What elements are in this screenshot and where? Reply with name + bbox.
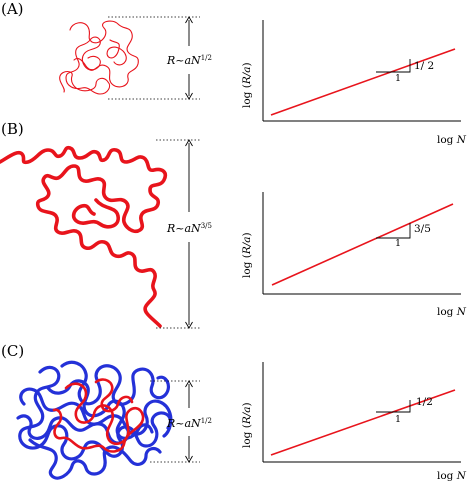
arrowhead-up <box>185 380 193 388</box>
panel-a-label: (A) <box>1 0 24 18</box>
arrowhead-down <box>185 321 193 329</box>
size-scaling-label: R~aN3/5 <box>166 222 212 235</box>
swollen-chain-loop <box>71 198 120 229</box>
slope-triangle <box>376 400 411 413</box>
swollen-chain-coil <box>0 145 168 328</box>
slope-run-label: 1 <box>395 238 401 249</box>
slope-run-label: 1 <box>395 414 401 425</box>
y-axis-label: log (R/a) <box>241 402 253 448</box>
slope-run-label: 1 <box>395 73 401 84</box>
arrowhead-down <box>185 92 193 100</box>
x-axis-label: log N <box>437 134 467 146</box>
panel-c-label: (C) <box>1 342 24 360</box>
slope-value-label: 1/2 <box>416 396 433 408</box>
tagged-chain-in-melt-loop <box>94 378 134 413</box>
slope-triangle <box>376 223 411 239</box>
size-scaling-label: R~aN1/2 <box>166 54 212 67</box>
x-axis-label: log N <box>437 306 467 318</box>
ideal-chain-coil <box>59 20 139 95</box>
scaling-trend-line <box>270 389 456 456</box>
size-scaling-label: R~aN1/2 <box>166 417 212 430</box>
panel-a: (A) R~aN1/2 1 1/ 2 log (R/a) log N <box>1 0 467 146</box>
y-axis-label: log (R/a) <box>241 62 253 108</box>
arrowhead-up <box>185 16 193 24</box>
melt-chain-blue-4 <box>28 438 162 480</box>
melt-chain-blue-3 <box>19 387 173 436</box>
slope-value-label: 3/5 <box>414 223 431 235</box>
melt-chain-blue-1 <box>18 365 173 461</box>
ideal-chain-loop <box>73 55 101 71</box>
panel-c: (C) R~aN1/2 1 1/2 log (R/a) log N <box>1 342 467 482</box>
slope-triangle <box>376 59 411 73</box>
arrowhead-down <box>185 455 193 463</box>
panel-b: (B) R~aN3/5 1 3/5 log (R/a) log N <box>0 120 467 329</box>
panel-b-label: (B) <box>1 120 24 138</box>
scaling-trend-line <box>271 203 454 286</box>
y-axis-label: log (R/a) <box>241 232 253 278</box>
scaling-trend-line <box>270 48 456 116</box>
tagged-chain-in-melt <box>52 382 145 453</box>
melt-chain-blue-6 <box>16 414 130 445</box>
slope-value-label: 1/ 2 <box>414 60 434 72</box>
polymer-melt-blob <box>16 360 173 480</box>
melt-chain-blue-2 <box>60 360 171 406</box>
arrowhead-up <box>185 139 193 147</box>
x-axis-label: log N <box>437 470 467 482</box>
